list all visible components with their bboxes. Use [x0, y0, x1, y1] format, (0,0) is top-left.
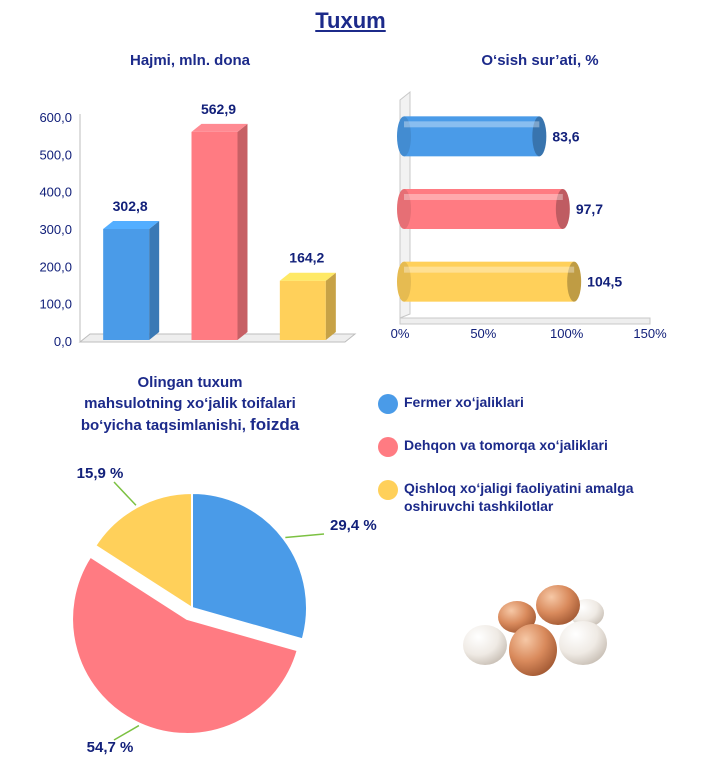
- pie-title-line-3-text: bo‘yicha taqsimlanishi,: [80, 417, 251, 434]
- hbar-chart-floor: [399, 317, 651, 325]
- pie-slice: [71, 555, 299, 735]
- bar-top: [279, 272, 336, 281]
- legend: Fermer xo‘jaliklari Dehqon va tomorqa xo…: [378, 393, 678, 515]
- y-tick-label: 400,0: [39, 185, 72, 200]
- bar-side: [325, 272, 336, 340]
- bar: [279, 272, 336, 340]
- bar: [191, 123, 248, 340]
- legend-swatch-red: [378, 437, 398, 457]
- bar-side: [237, 123, 248, 340]
- hbar-start-cap: [397, 116, 411, 157]
- bar-value-label: 164,2: [289, 250, 324, 266]
- hbar: [397, 116, 547, 157]
- page-title: Tuxum: [315, 8, 386, 33]
- pie-leader-line: [113, 724, 140, 741]
- pie-title-line-2: mahsulotning xo‘jalik toifalari: [84, 395, 296, 412]
- pie-title-line-3: bo‘yicha taqsimlanishi, foizda: [40, 414, 340, 436]
- legend-label-tashkilotlar: Qishloq xo‘jaligi faoliyatini amalga osh…: [404, 480, 634, 514]
- egg-brown-front: [509, 624, 557, 676]
- hbar: [397, 189, 570, 229]
- bar-front: [103, 228, 150, 340]
- hbar-chart-title: O‘sish sur’ati, %: [481, 52, 599, 69]
- x-tick-label: 150%: [633, 326, 667, 341]
- hbar-body: [404, 189, 563, 229]
- legend-label-dehqon: Dehqon va tomorqa xo‘jaliklari: [404, 437, 608, 453]
- legend-label-fermer: Fermer xo‘jaliklari: [404, 394, 524, 410]
- pie-leader-line: [285, 533, 325, 539]
- x-tick-label: 50%: [470, 326, 496, 341]
- bar-value-label: 302,8: [113, 198, 148, 214]
- hbar-body: [404, 261, 575, 302]
- hbar-end-cap: [532, 116, 547, 157]
- legend-swatch-yellow: [378, 480, 398, 500]
- hbar-value-label: 104,5: [587, 274, 622, 290]
- eggs-illustration: [463, 585, 607, 676]
- y-tick-label: 300,0: [39, 222, 72, 237]
- legend-item-dehqon: Dehqon va tomorqa xo‘jaliklari: [378, 436, 678, 457]
- y-tick-label: 600,0: [39, 110, 72, 125]
- legend-item-fermer: Fermer xo‘jaliklari: [378, 393, 678, 414]
- bar-value-label: 562,9: [201, 101, 236, 117]
- hbar: [397, 261, 582, 302]
- egg-white-left: [463, 625, 507, 665]
- pie-title-emphasis: foizda: [250, 415, 300, 434]
- legend-swatch-blue: [378, 394, 398, 414]
- x-tick-label: 100%: [550, 326, 584, 341]
- bar-side: [149, 220, 160, 340]
- hbar-highlight: [404, 194, 563, 200]
- hbar-start-cap: [397, 261, 411, 302]
- y-tick-label: 100,0: [39, 297, 72, 312]
- y-tick-label: 200,0: [39, 259, 72, 274]
- hbar-end-cap: [567, 261, 582, 302]
- bar-front: [191, 131, 238, 340]
- pie-slice: [191, 491, 308, 641]
- pie-chart-title: Olingan tuxum mahsulotning xo‘jalik toif…: [40, 372, 340, 436]
- bar-top: [103, 220, 160, 229]
- pie-leader-line: [113, 481, 137, 506]
- hbar-value-label: 83,6: [552, 128, 579, 144]
- egg-brown-back: [536, 585, 580, 625]
- hbar-highlight: [404, 121, 540, 128]
- pie-value-label: 15,9 %: [77, 465, 124, 482]
- hbar-end-cap: [555, 189, 570, 229]
- pie-value-label: 29,4 %: [330, 517, 377, 534]
- egg-white-right: [559, 621, 607, 665]
- y-tick-label: 0,0: [54, 334, 72, 349]
- legend-item-tashkilotlar: Qishloq xo‘jaligi faoliyatini amalga osh…: [378, 479, 678, 515]
- hbar-body: [404, 116, 540, 157]
- bar-chart-title: Hajmi, mln. dona: [129, 52, 250, 69]
- bar-top: [191, 123, 248, 132]
- hbar-highlight: [404, 266, 575, 273]
- x-tick-label: 0%: [391, 326, 410, 341]
- bar: [103, 220, 160, 340]
- hbar-start-cap: [397, 189, 411, 229]
- y-tick-label: 500,0: [39, 147, 72, 162]
- pie-title-line-1: Olingan tuxum: [137, 374, 243, 391]
- bar-front: [279, 280, 326, 340]
- hbar-value-label: 97,7: [576, 201, 603, 217]
- pie-value-label: 54,7 %: [87, 739, 134, 756]
- pie-slice: [93, 491, 193, 610]
